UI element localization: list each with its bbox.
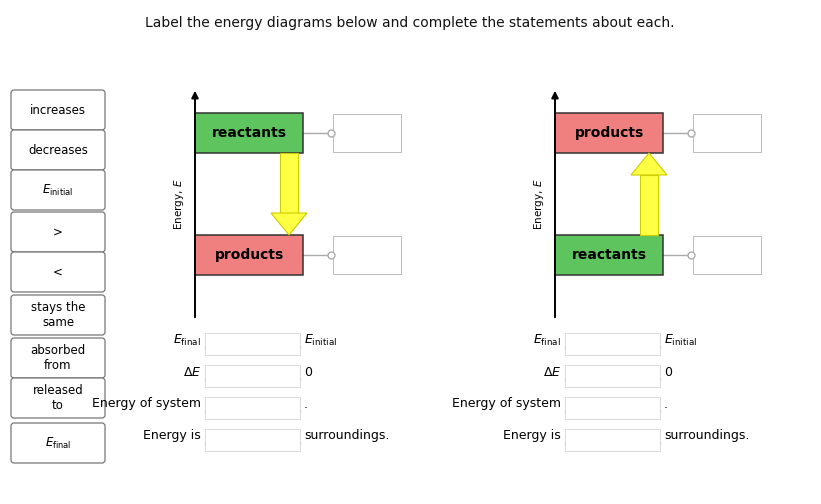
Text: $E_{\mathrm{final}}$: $E_{\mathrm{final}}$ [45, 435, 71, 451]
Text: Energy, $E$: Energy, $E$ [532, 178, 546, 230]
FancyBboxPatch shape [555, 235, 663, 275]
Text: reactants: reactants [571, 248, 646, 262]
FancyBboxPatch shape [195, 235, 303, 275]
FancyBboxPatch shape [205, 429, 300, 451]
Text: absorbed
from: absorbed from [30, 344, 85, 372]
FancyBboxPatch shape [333, 114, 401, 152]
Text: decreases: decreases [28, 144, 88, 157]
FancyBboxPatch shape [11, 170, 105, 210]
FancyBboxPatch shape [565, 397, 660, 419]
FancyBboxPatch shape [11, 295, 105, 335]
Polygon shape [271, 213, 307, 235]
Text: stays the
same: stays the same [30, 301, 85, 329]
Polygon shape [280, 153, 298, 213]
FancyBboxPatch shape [205, 333, 300, 355]
Text: released
to: released to [33, 384, 84, 412]
FancyBboxPatch shape [565, 365, 660, 387]
FancyBboxPatch shape [11, 423, 105, 463]
FancyBboxPatch shape [565, 333, 660, 355]
FancyBboxPatch shape [11, 212, 105, 252]
Text: $E_{\mathrm{initial}}$: $E_{\mathrm{initial}}$ [304, 333, 337, 348]
Text: .: . [304, 398, 308, 410]
Text: 0: 0 [304, 365, 312, 379]
Text: Energy is: Energy is [503, 429, 561, 443]
FancyBboxPatch shape [11, 90, 105, 130]
Text: Energy of system: Energy of system [92, 398, 201, 410]
FancyBboxPatch shape [693, 114, 761, 152]
FancyBboxPatch shape [333, 236, 401, 274]
Text: $E_{\mathrm{final}}$: $E_{\mathrm{final}}$ [173, 333, 201, 348]
FancyBboxPatch shape [11, 130, 105, 170]
FancyBboxPatch shape [205, 397, 300, 419]
Text: >: > [53, 225, 63, 238]
Text: $\Delta E$: $\Delta E$ [182, 365, 201, 379]
Text: $E_{\mathrm{final}}$: $E_{\mathrm{final}}$ [533, 333, 561, 348]
FancyBboxPatch shape [205, 365, 300, 387]
Text: Energy of system: Energy of system [452, 398, 561, 410]
Polygon shape [631, 153, 667, 175]
Text: products: products [214, 248, 283, 262]
FancyBboxPatch shape [555, 113, 663, 153]
Text: Energy, $E$: Energy, $E$ [172, 178, 186, 230]
Text: reactants: reactants [212, 126, 287, 140]
Text: products: products [575, 126, 644, 140]
FancyBboxPatch shape [11, 252, 105, 292]
FancyBboxPatch shape [11, 338, 105, 378]
Text: surroundings.: surroundings. [304, 429, 389, 443]
FancyBboxPatch shape [565, 429, 660, 451]
Text: .: . [664, 398, 668, 410]
Polygon shape [640, 175, 658, 235]
FancyBboxPatch shape [693, 236, 761, 274]
Text: Energy is: Energy is [143, 429, 201, 443]
Text: <: < [53, 266, 63, 279]
Text: increases: increases [30, 103, 86, 116]
FancyBboxPatch shape [11, 378, 105, 418]
Text: $E_{\mathrm{initial}}$: $E_{\mathrm{initial}}$ [43, 182, 74, 198]
FancyBboxPatch shape [195, 113, 303, 153]
Text: Label the energy diagrams below and complete the statements about each.: Label the energy diagrams below and comp… [145, 16, 675, 30]
Text: $E_{\mathrm{initial}}$: $E_{\mathrm{initial}}$ [664, 333, 697, 348]
Text: surroundings.: surroundings. [664, 429, 750, 443]
Text: $\Delta E$: $\Delta E$ [543, 365, 561, 379]
Text: 0: 0 [664, 365, 672, 379]
